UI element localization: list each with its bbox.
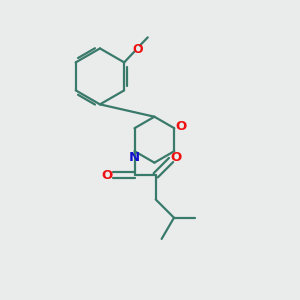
- Text: O: O: [101, 169, 112, 182]
- Text: O: O: [132, 43, 143, 56]
- Text: O: O: [171, 151, 182, 164]
- Text: N: N: [129, 151, 140, 164]
- Text: O: O: [175, 120, 186, 133]
